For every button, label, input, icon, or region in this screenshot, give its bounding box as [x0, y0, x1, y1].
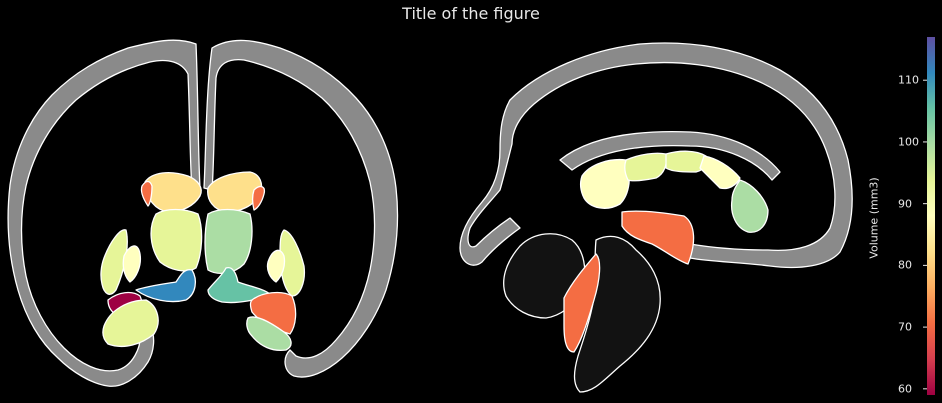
region-ventraldc-right: [207, 266, 271, 304]
region-caudate-right-tail: [251, 185, 266, 211]
coronal-cortex-left: [7, 39, 201, 387]
figure-title: Title of the figure: [402, 4, 540, 23]
coronal-view: [7, 39, 399, 387]
region-pallidum-right: [266, 249, 286, 283]
region-cc-mid-anterior: [699, 155, 741, 190]
region-thalamus-left: [150, 208, 203, 272]
colorbar-tick-label: 100: [898, 135, 919, 149]
sagittal-view: [459, 42, 853, 393]
region-hippocampus-right: [246, 316, 292, 352]
colorbar-ticks: [923, 79, 927, 390]
coronal-cortex-right: [203, 39, 399, 378]
region-cc-posterior: [580, 158, 631, 209]
colorbar: [927, 37, 935, 395]
colorbar-tick-label: 70: [898, 320, 912, 334]
region-amygdala-right: [249, 291, 297, 335]
colorbar-tick-label: 80: [898, 258, 912, 272]
region-cc-mid-posterior: [624, 152, 668, 182]
colorbar-tick-label: 60: [898, 382, 912, 396]
region-hippocampus-sagittal: [563, 253, 601, 353]
sagittal-cingulate: [559, 131, 781, 181]
colorbar-label: Volume (mm3): [867, 177, 881, 259]
region-cc-anterior: [730, 179, 769, 233]
region-pallidum-left: [122, 245, 142, 283]
region-hippocampus-left: [102, 299, 159, 348]
region-putamen-left: [100, 229, 128, 295]
colorbar-tick-label: 110: [898, 73, 919, 87]
region-caudate-left: [144, 171, 202, 213]
region-ventraldc-left: [135, 269, 197, 303]
region-caudate-left-tail: [140, 180, 153, 207]
sagittal-cortex: [459, 42, 853, 269]
colorbar-tick-label: 90: [898, 197, 912, 211]
region-thalamus-right: [204, 208, 253, 275]
region-ventraldc-sagittal: [621, 210, 695, 265]
